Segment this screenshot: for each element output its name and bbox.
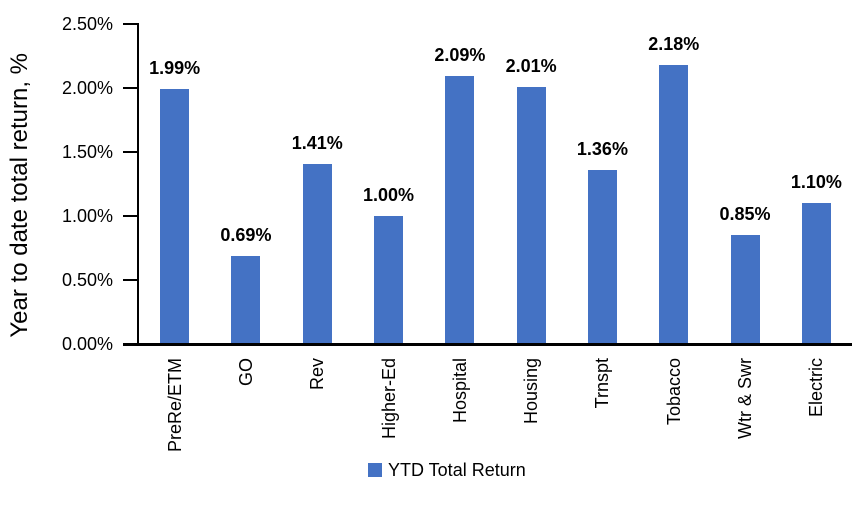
x-axis-category-label: Electric [806, 358, 827, 418]
bar-value-label: 1.00% [363, 185, 415, 205]
bar [516, 86, 546, 344]
bar-value-label: 0.85% [719, 204, 771, 225]
x-axis-category-label: Trnspt [592, 358, 613, 409]
legend-label: YTD Total Return [388, 460, 526, 480]
bar-value-label: 1.41% [291, 132, 343, 153]
y-axis-tick [123, 151, 139, 153]
bar-value-label: 1.10% [790, 172, 842, 193]
y-axis-tick [123, 23, 139, 25]
bar-value-label: 2.09% [434, 45, 486, 66]
x-axis-category-label: Tobacco [663, 358, 684, 426]
y-axis-tick-label: 1.50% [61, 142, 113, 162]
bar-value-label: 0.69% [220, 224, 272, 245]
x-axis-category-label: Rev [307, 358, 328, 391]
bar [302, 163, 332, 344]
bar [231, 255, 261, 344]
x-axis-category-label: Wtr & Swr [735, 358, 756, 439]
y-axis-tick [123, 87, 139, 89]
legend-swatch-icon [368, 463, 382, 477]
x-axis-category-label: Housing [521, 358, 542, 425]
y-axis-tick-label: 2.00% [61, 78, 113, 98]
x-axis-category-label: GO [235, 358, 256, 387]
legend: YTD Total Return [368, 459, 526, 481]
x-axis-category-label: PreRe/ETM [164, 358, 185, 453]
y-axis-tick [123, 279, 139, 281]
bar [160, 89, 190, 344]
bar-value-label: 1.99% [149, 58, 201, 79]
bar [659, 64, 689, 344]
bar-value-label: 2.18% [648, 33, 700, 54]
bar-value-label: 1.36% [576, 138, 628, 159]
y-axis-line [137, 24, 139, 346]
x-axis-category-label: Hospital [449, 358, 470, 424]
bar [587, 169, 617, 344]
y-axis-tick [123, 215, 139, 217]
bar [374, 216, 404, 344]
y-axis-tick-label: 1.00% [61, 206, 113, 226]
y-axis-tick-label: 0.50% [61, 270, 113, 290]
y-axis-tick-label: 0.00% [61, 334, 113, 354]
bar [801, 203, 831, 344]
x-axis-line [123, 343, 852, 346]
bar [730, 235, 760, 344]
x-axis-category-label: Higher-Ed [378, 358, 399, 440]
bar-value-label: 2.01% [505, 55, 557, 76]
y-axis-tick-label: 2.50% [61, 14, 113, 34]
bar [445, 76, 475, 344]
